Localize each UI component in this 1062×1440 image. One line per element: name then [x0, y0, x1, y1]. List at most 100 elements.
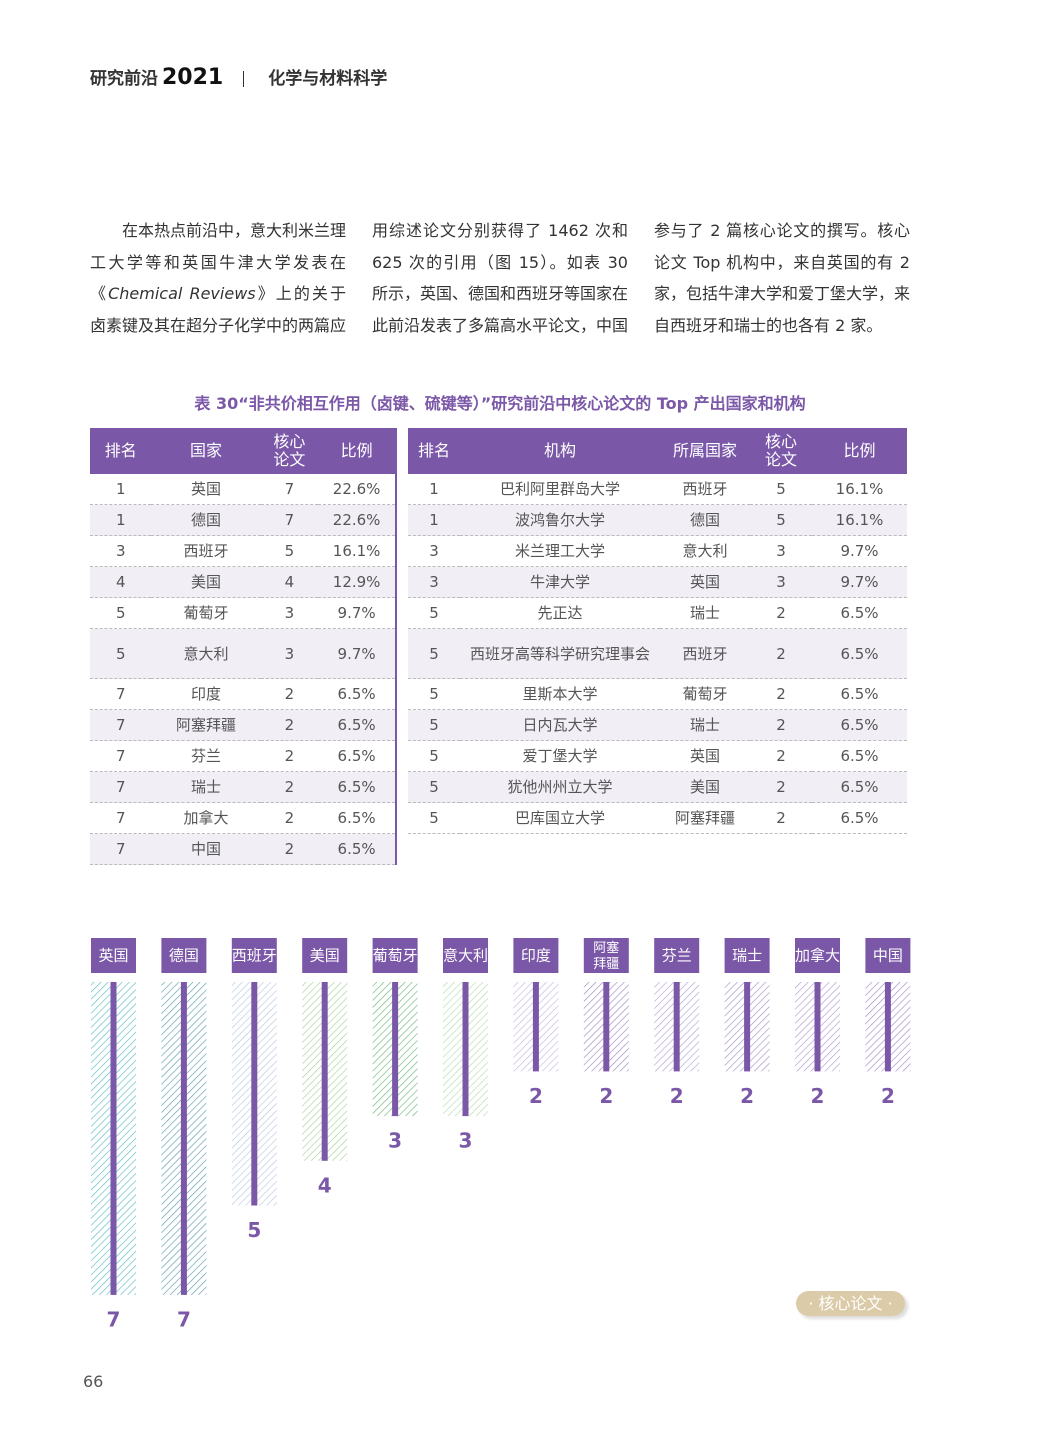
cell: 日内瓦大学 — [460, 709, 660, 741]
category-box — [654, 938, 700, 973]
body-text: 在本热点前沿中，意大利米兰理工大学等和英国牛津大学发表在《Chemical Re… — [90, 215, 910, 341]
category-label: 加拿大 — [795, 947, 840, 965]
cell: 7 — [260, 474, 319, 505]
cell: 4 — [260, 566, 319, 598]
cell: 3 — [408, 535, 460, 567]
cell: 英国 — [151, 474, 261, 505]
category-label: 芬兰 — [662, 947, 692, 965]
cell: 6.5% — [318, 740, 396, 772]
cell: 5 — [408, 771, 460, 803]
cell: 3 — [750, 566, 812, 598]
cell: 瑞士 — [660, 597, 750, 629]
row: 1 英国 7 22.6% — [90, 474, 396, 505]
cell: 3 — [260, 597, 319, 629]
cell: 美国 — [151, 566, 261, 598]
category-label: 阿塞拜疆 — [593, 940, 619, 972]
value-label: 5 — [247, 1218, 261, 1242]
cell: 芬兰 — [151, 740, 261, 772]
value-label: 2 — [599, 1084, 613, 1108]
category-box — [302, 938, 348, 973]
bar-core — [884, 982, 891, 1072]
cell: 2 — [750, 678, 812, 710]
cell: 5 — [750, 474, 812, 505]
cell: 6.5% — [318, 771, 396, 803]
value-label: 2 — [670, 1084, 684, 1108]
cell: 牛津大学 — [460, 566, 660, 598]
cell: 2 — [260, 833, 319, 865]
separator — [243, 71, 245, 87]
cell: 5 — [750, 504, 812, 536]
cell: 葡萄牙 — [660, 678, 750, 710]
bar-core — [180, 982, 187, 1295]
header-cell: 比例 — [318, 428, 396, 474]
header-cell: 所属国家 — [660, 428, 750, 474]
cell: 中国 — [151, 833, 261, 865]
cell: 1 — [408, 504, 460, 536]
header-cell: 排名 — [90, 428, 152, 474]
country-table: 排名 国家 核心论文 比例 1 英国 7 22.6% 1 德国 7 22.6% 3 西班牙 5 16.1% 4 美… — [90, 428, 397, 865]
cell: 瑞士 — [660, 709, 750, 741]
cell: 美国 — [660, 771, 750, 803]
cell: 5 — [408, 678, 460, 710]
cell: 里斯本大学 — [460, 678, 660, 710]
cell: 6.5% — [812, 678, 907, 710]
value-label: 2 — [811, 1084, 825, 1108]
row: 5 里斯本大学 葡萄牙 2 6.5% — [408, 678, 907, 710]
cell: 加拿大 — [151, 802, 261, 834]
value-label: 2 — [529, 1084, 543, 1108]
row: 5 意大利 3 9.7% — [90, 628, 396, 679]
cell: 16.1% — [318, 535, 396, 567]
cell: 16.1% — [812, 504, 907, 536]
page-number: 66 — [83, 1372, 104, 1391]
cell: 5 — [90, 628, 152, 679]
bar-core — [814, 982, 821, 1072]
cell: 1 — [408, 474, 460, 505]
legend-badge: · 核心论文 · — [796, 1291, 905, 1316]
cell: 英国 — [660, 740, 750, 772]
row: 7 加拿大 2 6.5% — [90, 802, 396, 834]
cell: 2 — [260, 740, 319, 772]
cell: 巴库国立大学 — [460, 802, 660, 834]
header-cell: 排名 — [408, 428, 460, 474]
cell: 2 — [260, 771, 319, 803]
cell: 7 — [260, 504, 319, 536]
cell: 7 — [90, 709, 152, 741]
value-label: 2 — [881, 1084, 895, 1108]
row: 5 犹他州州立大学 美国 2 6.5% — [408, 771, 907, 803]
label-line: 拜疆 — [593, 957, 619, 972]
row: 5 爱丁堡大学 英国 2 6.5% — [408, 740, 907, 772]
bar-core — [462, 982, 469, 1117]
cell: 犹他州州立大学 — [460, 771, 660, 803]
row: 1 巴利阿里群岛大学 西班牙 5 16.1% — [408, 474, 907, 505]
row: 5 先正达 瑞士 2 6.5% — [408, 597, 907, 629]
value-label: 3 — [459, 1129, 473, 1153]
cell: 5 — [90, 597, 152, 629]
cell: 5 — [408, 802, 460, 834]
category-box — [161, 938, 207, 973]
bar-core — [532, 982, 539, 1072]
cell: 葡萄牙 — [151, 597, 261, 629]
category-label: 美国 — [310, 947, 340, 965]
cell: 5 — [408, 628, 460, 679]
cell: 7 — [90, 740, 152, 772]
cell: 德国 — [151, 504, 261, 536]
cell: 2 — [260, 709, 319, 741]
cell: 22.6% — [318, 474, 396, 505]
cell: 2 — [750, 802, 812, 834]
row: 1 德国 7 22.6% — [90, 504, 396, 536]
row: 7 印度 2 6.5% — [90, 678, 396, 710]
header-year: 2021 — [162, 65, 224, 90]
cell: 西班牙 — [660, 474, 750, 505]
category-label: 葡萄牙 — [373, 947, 418, 965]
cell: 阿塞拜疆 — [151, 709, 261, 741]
row: 7 瑞士 2 6.5% — [90, 771, 396, 803]
value-label: 4 — [318, 1173, 332, 1197]
header-cell: 比例 — [812, 428, 907, 474]
header-row: 排名 国家 核心论文 比例 — [90, 428, 396, 474]
cell: 3 — [260, 628, 319, 679]
category-box — [443, 938, 488, 973]
cell: 9.7% — [318, 597, 396, 629]
bar-core — [251, 982, 258, 1206]
cell: 2 — [750, 709, 812, 741]
category-box — [91, 938, 136, 973]
